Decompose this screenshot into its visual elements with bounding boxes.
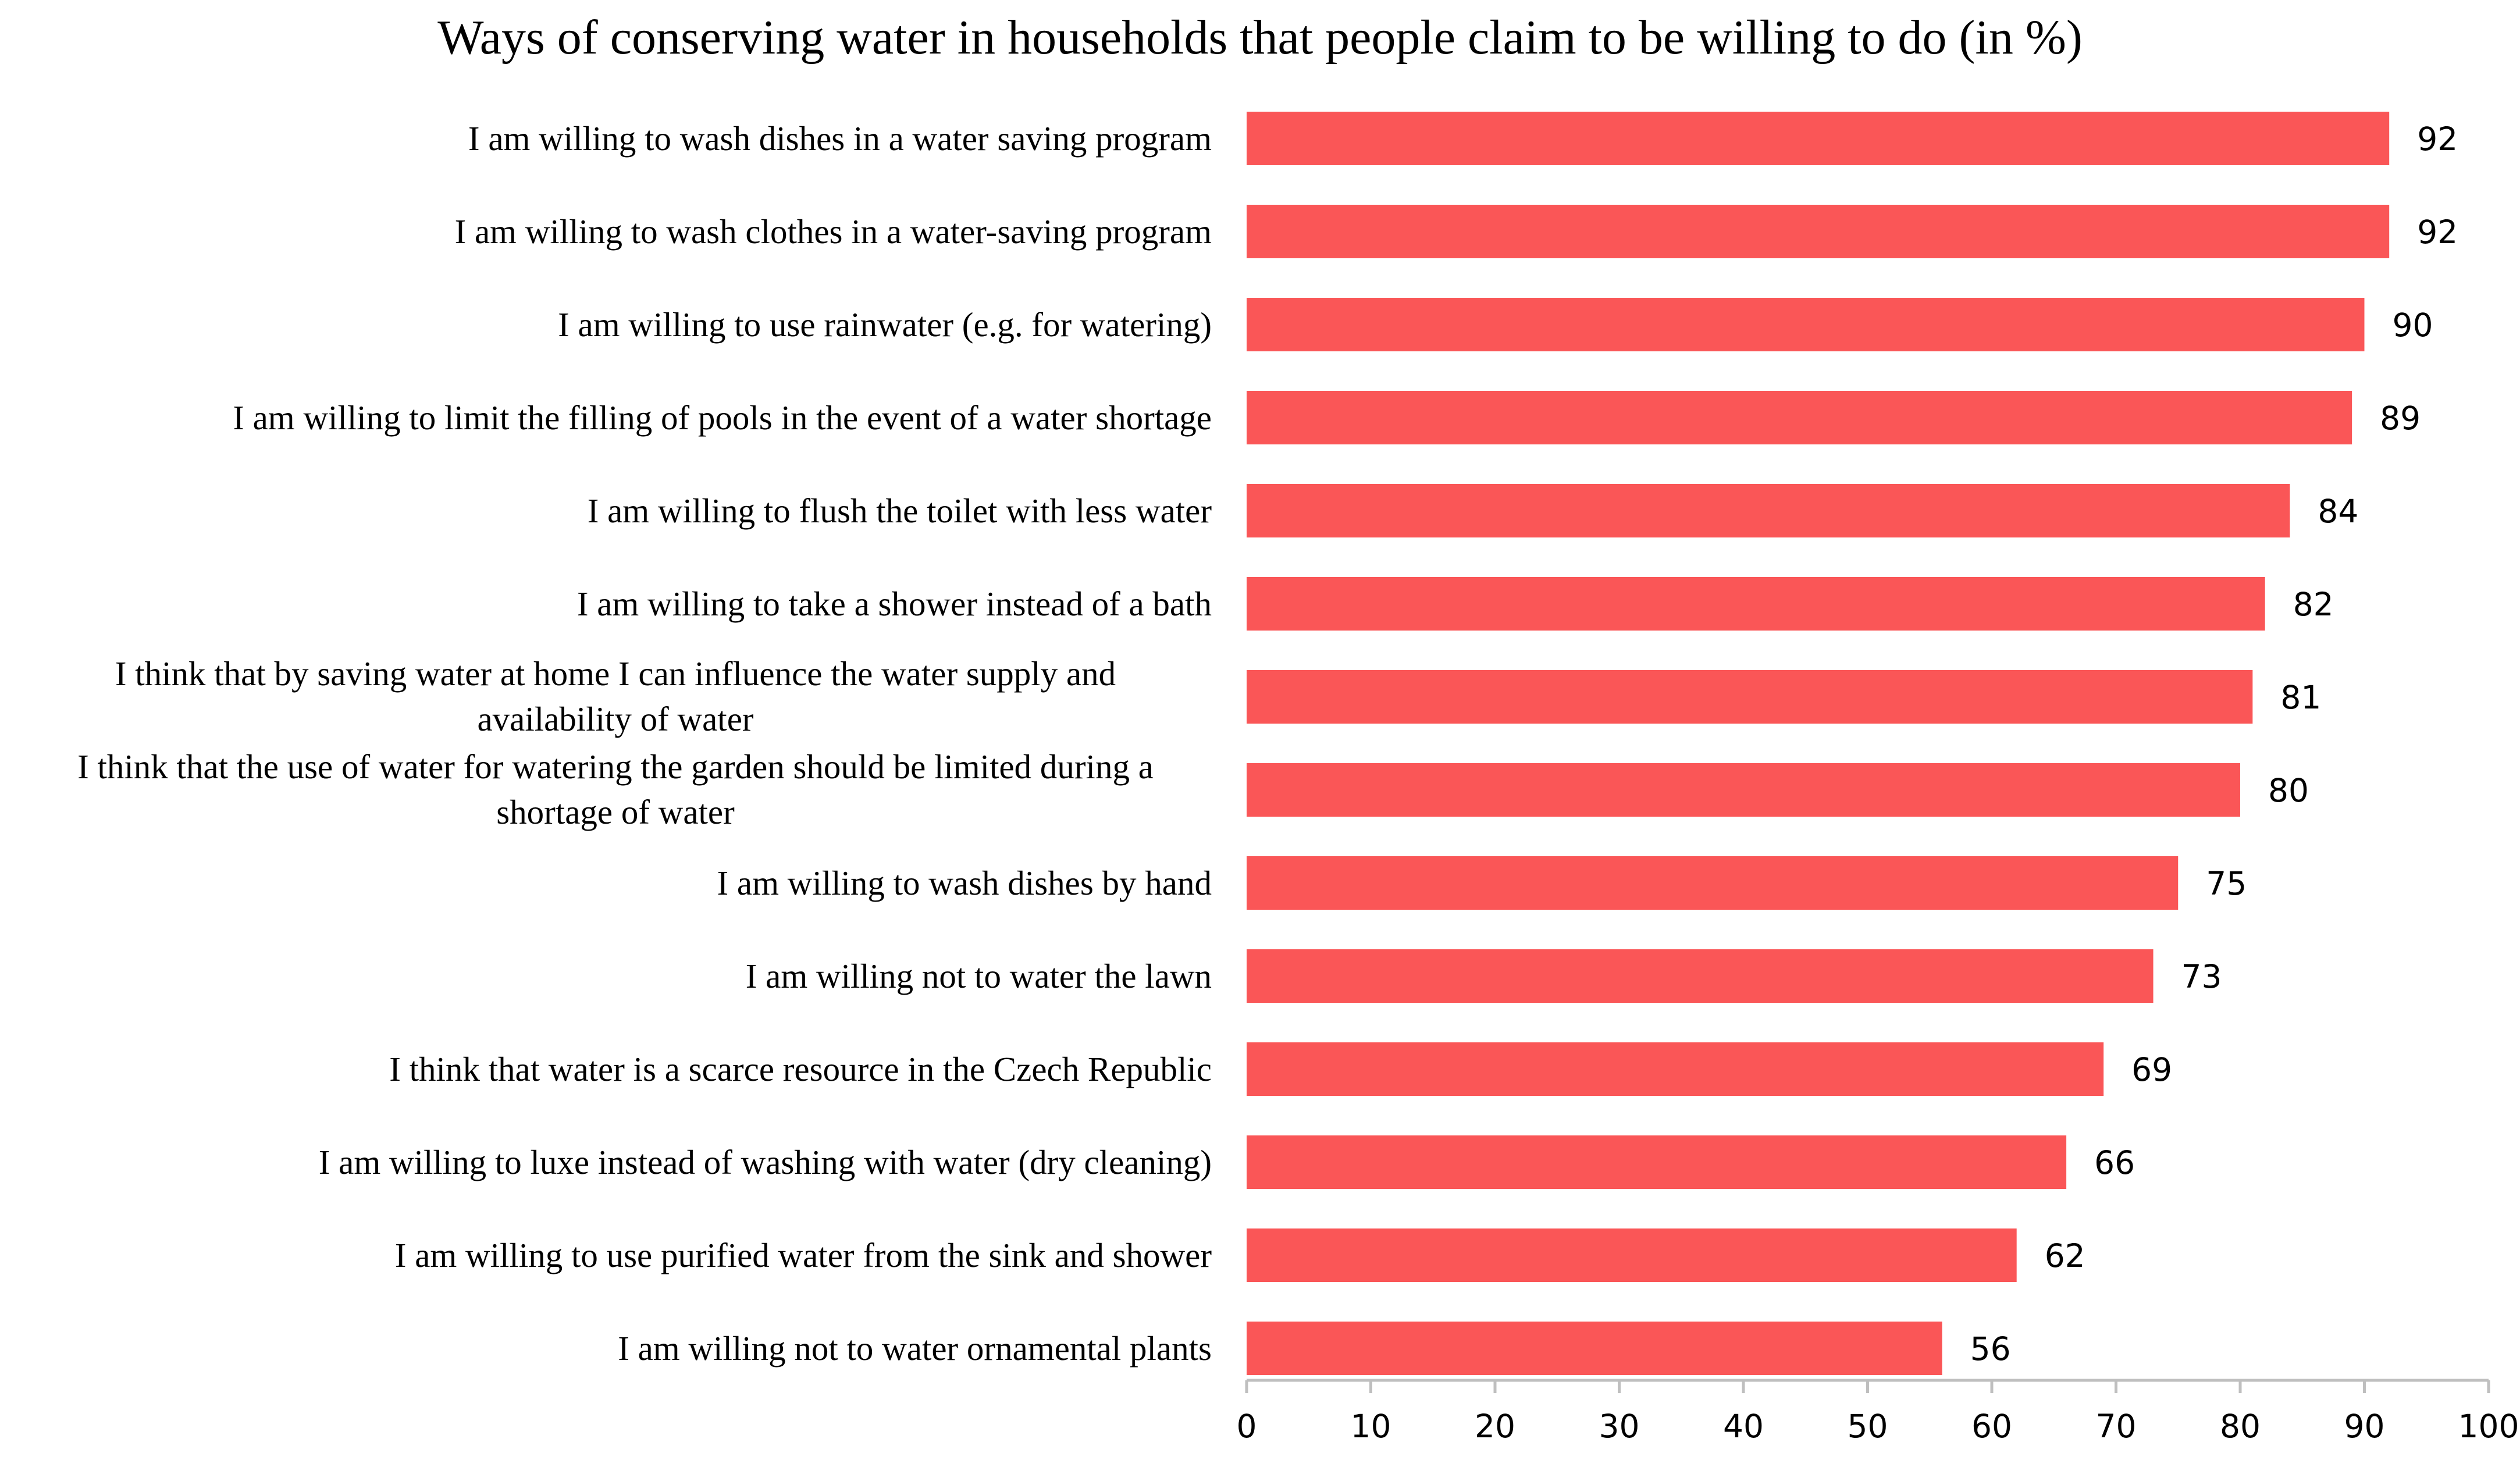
category-label: I am willing to use purified water from … — [395, 1236, 1212, 1274]
category-label-line: I am willing to take a shower instead of… — [577, 585, 1212, 623]
category-label-line: I think that the use of water for wateri… — [77, 747, 1154, 786]
data-label: 62 — [2045, 1237, 2085, 1274]
x-axis: 0 10 20 30 40 50 60 70 80 90 100 — [1237, 1379, 2519, 1445]
category-label: I am willing not to water the lawn — [746, 957, 1212, 995]
category-label-line: I am willing not to water ornamental pla… — [618, 1329, 1212, 1368]
category-label-line: I think that water is a scarce resource … — [389, 1050, 1212, 1088]
bar — [1247, 1322, 1942, 1375]
x-tick-label: 40 — [1723, 1408, 1764, 1445]
bar — [1247, 670, 2253, 724]
x-tick-label: 70 — [2096, 1408, 2137, 1445]
chart-title: Ways of conserving water in households t… — [437, 10, 2083, 65]
category-label-line: I am willing to limit the filling of poo… — [233, 398, 1212, 437]
x-tick-label: 80 — [2220, 1408, 2261, 1445]
data-label: 56 — [1970, 1330, 2011, 1368]
category-label: I think that by saving water at home I c… — [115, 654, 1116, 738]
x-tick-label: 50 — [1848, 1408, 1888, 1445]
category-label: I am willing to limit the filling of poo… — [233, 398, 1212, 437]
bar — [1247, 1228, 2017, 1282]
data-label: 73 — [2181, 958, 2222, 995]
bar — [1247, 763, 2240, 817]
category-label-line: I am willing to luxe instead of washing … — [319, 1143, 1212, 1181]
data-label: 81 — [2280, 679, 2321, 716]
bar — [1247, 1042, 2104, 1096]
category-label-line: I am willing to use purified water from … — [395, 1236, 1212, 1274]
bar — [1247, 1135, 2067, 1189]
data-label: 80 — [2268, 772, 2309, 809]
bar — [1247, 856, 2179, 910]
data-label: 92 — [2417, 120, 2458, 158]
category-label-line: I am willing not to water the lawn — [746, 957, 1212, 995]
x-tick-label: 0 — [1237, 1408, 1257, 1445]
data-label: 92 — [2417, 213, 2458, 251]
x-tick-label: 60 — [1971, 1408, 2012, 1445]
bar — [1247, 298, 2365, 351]
bar — [1247, 577, 2265, 631]
category-label: I am willing not to water ornamental pla… — [618, 1329, 1212, 1368]
category-label: I think that water is a scarce resource … — [389, 1050, 1212, 1088]
category-label-line: I am willing to wash clothes in a water-… — [455, 212, 1212, 251]
category-label-line: shortage of water — [496, 793, 735, 831]
bar — [1247, 391, 2352, 444]
bar — [1247, 112, 2390, 165]
category-label: I am willing to take a shower instead of… — [577, 585, 1212, 623]
x-tick-label: 90 — [2344, 1408, 2385, 1445]
bar — [1247, 949, 2154, 1003]
category-label-line: I am willing to wash dishes in a water s… — [468, 119, 1212, 158]
category-label: I am willing to flush the toilet with le… — [588, 492, 1212, 530]
category-label: I am willing to wash clothes in a water-… — [455, 212, 1212, 251]
data-label: 84 — [2318, 493, 2358, 530]
bars-group — [1247, 112, 2390, 1375]
data-label: 75 — [2206, 865, 2247, 902]
bar — [1247, 484, 2290, 537]
data-label: 66 — [2094, 1144, 2135, 1181]
bar — [1247, 205, 2390, 258]
category-label: I am willing to use rainwater (e.g. for … — [558, 305, 1212, 344]
data-label: 90 — [2393, 307, 2433, 344]
category-label: I am willing to wash dishes in a water s… — [468, 119, 1212, 158]
category-label-line: I am willing to wash dishes by hand — [717, 864, 1212, 902]
category-label-line: I am willing to flush the toilet with le… — [588, 492, 1212, 530]
category-label-line: availability of water — [477, 700, 753, 738]
x-tick-label: 100 — [2458, 1408, 2519, 1445]
data-label: 82 — [2293, 586, 2334, 623]
x-tick-label: 20 — [1475, 1408, 1515, 1445]
value-labels: 92 92 90 89 84 82 81 80 75 73 69 66 62 56 — [1970, 120, 2458, 1368]
category-label-line: I am willing to use rainwater (e.g. for … — [558, 305, 1212, 344]
category-label-line: I think that by saving water at home I c… — [115, 654, 1116, 693]
category-label: I think that the use of water for wateri… — [77, 747, 1154, 831]
category-label: I am willing to luxe instead of washing … — [319, 1143, 1212, 1181]
data-label: 69 — [2131, 1051, 2172, 1088]
x-tick-label: 10 — [1351, 1408, 1391, 1445]
category-label: I am willing to wash dishes by hand — [717, 864, 1212, 902]
x-tick-label: 30 — [1599, 1408, 1640, 1445]
category-labels: I am willing to wash dishes in a water s… — [77, 119, 1212, 1368]
data-label: 89 — [2380, 400, 2421, 437]
